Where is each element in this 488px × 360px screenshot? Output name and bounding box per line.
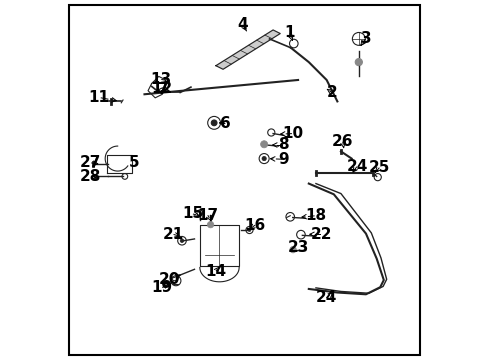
Text: 6: 6 xyxy=(220,116,230,131)
Text: 22: 22 xyxy=(310,227,331,242)
Circle shape xyxy=(247,229,250,231)
Text: 9: 9 xyxy=(278,152,288,167)
Text: 17: 17 xyxy=(197,207,218,222)
Circle shape xyxy=(211,120,217,126)
Text: 16: 16 xyxy=(244,217,265,233)
Circle shape xyxy=(180,239,183,243)
Text: 3: 3 xyxy=(360,31,370,46)
Text: 12: 12 xyxy=(151,81,172,96)
Text: 28: 28 xyxy=(80,169,102,184)
Text: 11: 11 xyxy=(88,90,109,105)
Circle shape xyxy=(207,221,213,228)
Text: 24: 24 xyxy=(346,159,367,174)
Circle shape xyxy=(262,157,266,161)
Text: 19: 19 xyxy=(151,280,172,296)
Text: 8: 8 xyxy=(278,138,288,153)
Text: 20: 20 xyxy=(159,272,180,287)
Text: 5: 5 xyxy=(129,156,140,170)
Circle shape xyxy=(289,247,296,253)
Text: 10: 10 xyxy=(282,126,303,141)
Circle shape xyxy=(354,59,362,66)
Text: 1: 1 xyxy=(284,25,294,40)
Text: 24: 24 xyxy=(315,291,336,305)
Text: 21: 21 xyxy=(162,227,183,242)
Text: 15: 15 xyxy=(182,206,203,221)
Text: 25: 25 xyxy=(368,160,389,175)
Text: 14: 14 xyxy=(205,264,226,279)
Text: 26: 26 xyxy=(331,134,353,149)
Text: 13: 13 xyxy=(150,72,171,87)
Text: 23: 23 xyxy=(287,240,308,255)
Text: 2: 2 xyxy=(326,85,337,100)
Text: 18: 18 xyxy=(305,208,326,223)
Circle shape xyxy=(260,141,267,148)
Text: 4: 4 xyxy=(237,17,247,32)
Text: 27: 27 xyxy=(80,156,102,170)
Polygon shape xyxy=(216,30,280,69)
Text: 7: 7 xyxy=(158,82,168,98)
